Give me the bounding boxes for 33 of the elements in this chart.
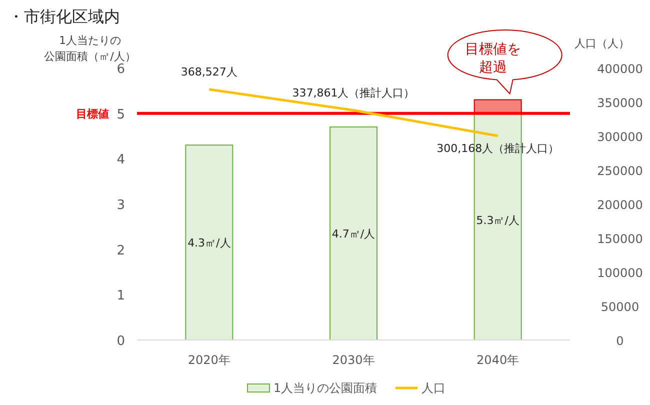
bar (185, 144, 234, 340)
total-label: 4.3㎡/人 (188, 236, 231, 250)
y2-axis-title: 人口（人） (574, 37, 630, 50)
y-tick-label: 6 (116, 62, 125, 77)
y2-tick-label: 200000 (597, 198, 643, 212)
annotation: 目標値を超過 (464, 42, 521, 76)
y2-tick-label: 50000 (600, 300, 640, 314)
legend-label: 1人当りの公園面積 (274, 381, 378, 395)
x-tick-label: 2040年 (476, 353, 520, 367)
y-tick-label: 3 (116, 198, 125, 213)
y-tick-label: 0 (116, 334, 125, 349)
x-tick-label: 2030年 (332, 353, 375, 367)
y-axis-title: 1人当たりの公園面積（㎡/人） (44, 34, 136, 63)
y2-tick-label: 350000 (597, 96, 643, 110)
y2-tick-label: 0 (616, 334, 624, 348)
y-tick-label: 2 (116, 243, 125, 258)
y2-tick-label: 400000 (597, 62, 643, 76)
legend-label: 人口 (422, 381, 446, 395)
data-label: 368,527人 (180, 65, 238, 78)
y2-tick-label: 100000 (597, 266, 643, 280)
ref-line-label: 目標値 (76, 107, 109, 120)
y-tick-label: 5 (116, 107, 125, 122)
y-tick-label: 4 (116, 152, 125, 168)
y-tick-label: 1 (116, 288, 125, 304)
total-label: 4.7㎡/人 (332, 227, 376, 240)
x-tick-label: 2020年 (188, 353, 230, 367)
y2-tick-label: 250000 (597, 164, 643, 178)
chart-title: ・市街化区域内 (8, 7, 120, 26)
bar (330, 126, 378, 340)
y2-tick-label: 300000 (597, 130, 643, 144)
data-label: 337,861人（推計人口） (292, 86, 415, 100)
total-label: 5.3㎡/人 (476, 214, 520, 227)
y2-tick-label: 150000 (597, 232, 643, 246)
